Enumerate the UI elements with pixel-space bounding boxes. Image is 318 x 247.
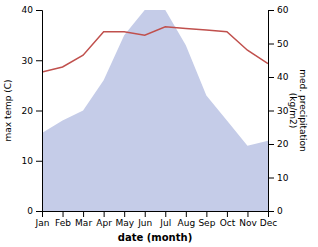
tick-label: 50 — [277, 39, 289, 49]
tick-label: Jun — [137, 218, 152, 228]
tick-label: Mar — [75, 218, 92, 228]
tick-mark — [83, 211, 84, 217]
tick-mark — [145, 211, 146, 217]
tick-label: 0 — [27, 206, 33, 216]
tick-label: Sep — [198, 218, 215, 228]
tick-mark — [268, 111, 274, 112]
tick: Jan — [35, 211, 50, 228]
tick: 10 — [268, 173, 289, 183]
axis-line — [269, 11, 275, 212]
tick-mark — [63, 211, 64, 217]
tick: 40 — [22, 5, 42, 15]
tick: 20 — [268, 139, 289, 149]
marks — [42, 10, 268, 211]
tick: 0 — [27, 206, 42, 216]
y-axis: 0 10 20 30 40 — [22, 5, 43, 216]
tick-mark — [36, 60, 42, 61]
tick-label: 20 — [22, 106, 34, 116]
tick-mark — [268, 44, 274, 45]
tick-label: May — [115, 218, 134, 228]
tick-label: Jan — [35, 218, 50, 228]
tick-label: 0 — [277, 206, 283, 216]
tick-mark — [165, 211, 166, 217]
tick-label: 40 — [22, 5, 34, 15]
tick-label: Oct — [220, 218, 236, 228]
tick-mark — [206, 211, 207, 217]
tick-mark — [227, 211, 228, 217]
tick: 30 — [268, 106, 289, 116]
tick-label: 30 — [22, 56, 34, 66]
x-axis: Jan Feb Mar AprMayJun Jul AugSep OctNovDec — [35, 211, 278, 228]
y-axis-title: max temp (C) — [3, 79, 13, 141]
tick-mark — [268, 178, 274, 179]
tick-label: Jul — [159, 218, 171, 228]
tick: 30 — [22, 56, 42, 66]
tick-mark — [104, 211, 105, 217]
tick: Mar — [75, 211, 92, 228]
tick-label: Dec — [260, 218, 277, 228]
tick-mark — [247, 211, 248, 217]
plot: JanFebMarAprMayJunJulAugSepOctNovDec0102… — [22, 5, 289, 228]
tick: Dec — [260, 211, 277, 228]
tick: 60 — [268, 5, 289, 15]
tick: 20 — [22, 106, 42, 116]
tick: 0 — [268, 206, 283, 216]
tick-mark — [268, 10, 274, 11]
tick: Apr — [96, 211, 112, 228]
axis-line — [36, 11, 43, 212]
tick-mark — [268, 144, 274, 145]
tick-mark — [268, 211, 274, 212]
y2-axis-title: med. precipitation(kg/m2) — [288, 69, 308, 151]
tick-label: Aug — [178, 218, 196, 228]
tick: 10 — [22, 156, 42, 166]
tick-mark — [186, 211, 187, 217]
tick: Aug — [178, 211, 196, 228]
y2-axis: 0 10 20 30 40 50 60 — [268, 5, 289, 216]
tick-mark — [36, 211, 42, 212]
chart: JanFebMarAprMayJunJulAugSepOctNovDec0102… — [0, 0, 318, 247]
line — [42, 27, 268, 72]
tick: Jul — [159, 211, 171, 228]
tick-label: Apr — [96, 218, 112, 228]
tick-label: Nov — [239, 218, 257, 228]
tick: Oct — [220, 211, 236, 228]
tick-label: 10 — [22, 156, 34, 166]
tick-mark — [124, 211, 125, 217]
tick: Sep — [198, 211, 215, 228]
tick: Nov — [239, 211, 257, 228]
tick: Jun — [137, 211, 152, 228]
tick-label: 10 — [277, 173, 289, 183]
axis-line — [43, 212, 269, 218]
area — [42, 10, 268, 211]
y2-axis-title-line: med. precipitation — [298, 69, 308, 151]
tick-label: 20 — [277, 139, 289, 149]
tick: May — [115, 211, 134, 228]
x-axis-title: date (month) — [118, 232, 192, 243]
tick-label: 40 — [277, 72, 289, 82]
tick-label: 30 — [277, 106, 289, 116]
tick-mark — [36, 161, 42, 162]
tick-mark — [268, 77, 274, 78]
tick-mark — [36, 10, 42, 11]
tick-mark — [36, 111, 42, 112]
y2-axis-title-line: (kg/m2) — [288, 93, 298, 128]
tick: Feb — [55, 211, 71, 228]
tick: 50 — [268, 39, 289, 49]
tick-label: 60 — [277, 5, 289, 15]
tick-label: Feb — [55, 218, 71, 228]
tick: 40 — [268, 72, 289, 82]
